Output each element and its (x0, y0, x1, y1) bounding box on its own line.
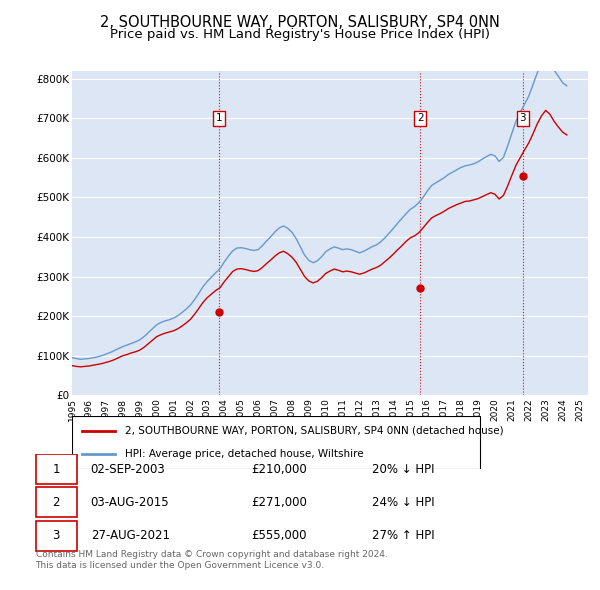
Text: 2, SOUTHBOURNE WAY, PORTON, SALISBURY, SP4 0NN: 2, SOUTHBOURNE WAY, PORTON, SALISBURY, S… (100, 15, 500, 30)
Text: £271,000: £271,000 (251, 496, 307, 509)
Text: 27% ↑ HPI: 27% ↑ HPI (372, 529, 435, 542)
Text: 2: 2 (417, 113, 424, 123)
Text: 2: 2 (52, 496, 60, 509)
FancyBboxPatch shape (72, 416, 480, 469)
Text: 03-AUG-2015: 03-AUG-2015 (91, 496, 169, 509)
FancyBboxPatch shape (35, 487, 77, 517)
FancyBboxPatch shape (35, 454, 77, 484)
Text: 20% ↓ HPI: 20% ↓ HPI (372, 463, 435, 476)
Text: £555,000: £555,000 (251, 529, 307, 542)
Text: 2, SOUTHBOURNE WAY, PORTON, SALISBURY, SP4 0NN (detached house): 2, SOUTHBOURNE WAY, PORTON, SALISBURY, S… (125, 426, 503, 436)
Text: HPI: Average price, detached house, Wiltshire: HPI: Average price, detached house, Wilt… (125, 449, 364, 459)
Text: 27-AUG-2021: 27-AUG-2021 (91, 529, 170, 542)
FancyBboxPatch shape (35, 521, 77, 551)
Text: 02-SEP-2003: 02-SEP-2003 (91, 463, 166, 476)
Text: Contains HM Land Registry data © Crown copyright and database right 2024.
This d: Contains HM Land Registry data © Crown c… (35, 550, 387, 570)
Text: Price paid vs. HM Land Registry's House Price Index (HPI): Price paid vs. HM Land Registry's House … (110, 28, 490, 41)
Text: £210,000: £210,000 (251, 463, 307, 476)
Text: 3: 3 (53, 529, 60, 542)
Text: 24% ↓ HPI: 24% ↓ HPI (372, 496, 435, 509)
Text: 3: 3 (520, 113, 526, 123)
Text: 1: 1 (215, 113, 222, 123)
Text: 1: 1 (52, 463, 60, 476)
